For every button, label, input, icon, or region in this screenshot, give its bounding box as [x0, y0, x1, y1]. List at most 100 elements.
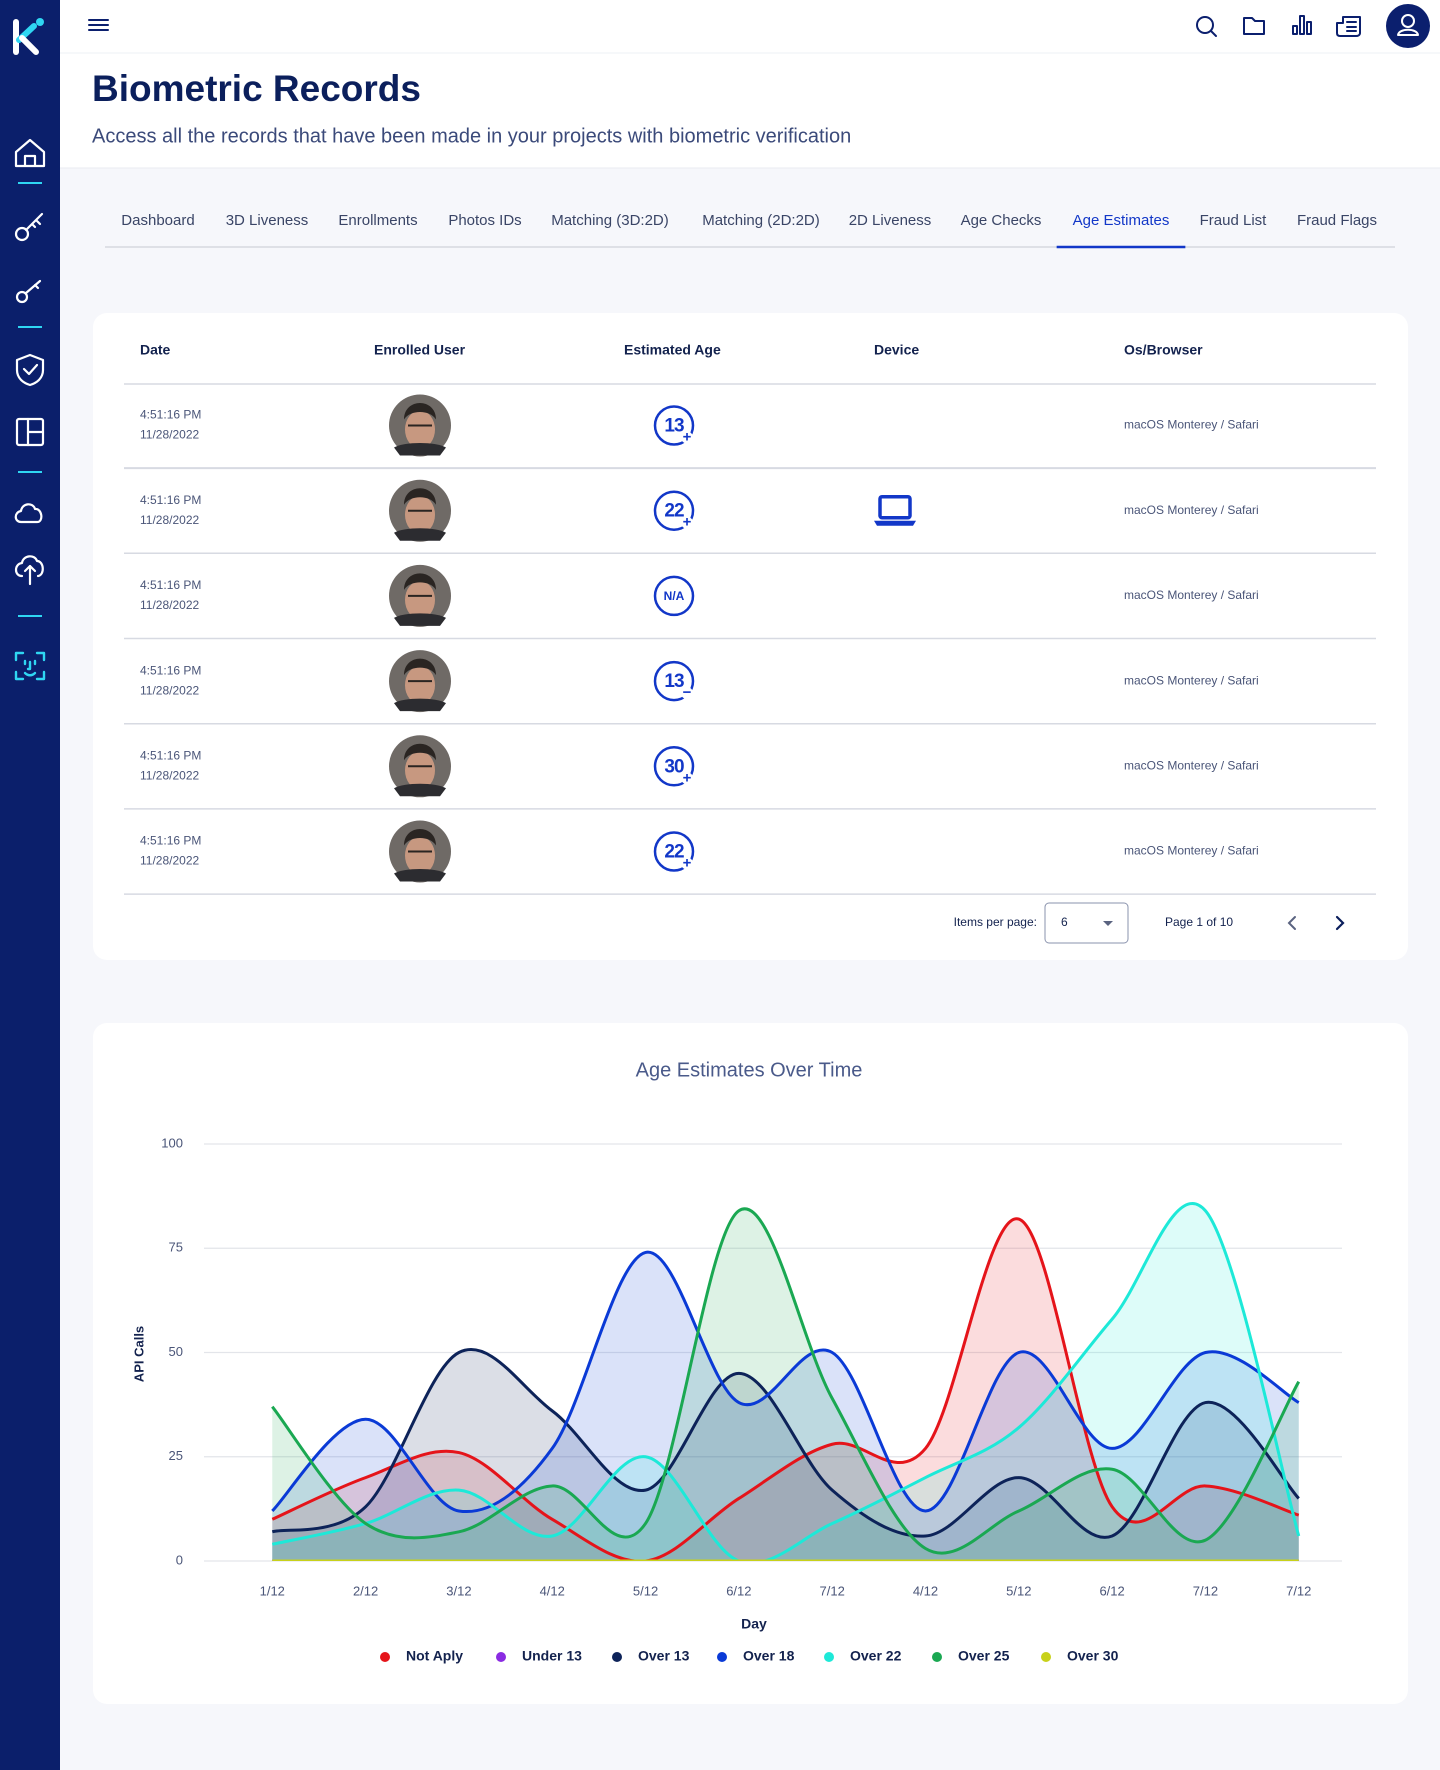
- table-row[interactable]: 4:51:16 PM 11/28/2022 N/A macOS Monterey / …: [140, 564, 1259, 627]
- x-tick-label: 6/12: [1099, 1583, 1124, 1598]
- avatar-shirt: [394, 613, 446, 626]
- table-row[interactable]: 4:51:16 PM 11/28/2022 30+ macOS Monterey / …: [140, 735, 1259, 798]
- age-sign: −: [683, 684, 692, 701]
- avatar-face: [405, 666, 435, 705]
- y-tick-label: 75: [169, 1240, 183, 1255]
- items-per-page-select[interactable]: [1044, 902, 1129, 944]
- table-row[interactable]: 4:51:16 PM 11/28/2022 22+ macOS Monterey / …: [140, 479, 1259, 542]
- page-subtitle: Access all the records that have been ma…: [92, 125, 851, 147]
- tab[interactable]: Age Estimates: [1073, 212, 1170, 229]
- tab[interactable]: Photos IDs: [448, 212, 521, 229]
- legend-item[interactable]: Over 22: [824, 1648, 902, 1664]
- age-sign: +: [683, 769, 692, 786]
- legend-item[interactable]: Not Aply: [380, 1648, 463, 1664]
- series-area: [272, 1349, 1299, 1561]
- legend-swatch: [824, 1652, 834, 1662]
- legend-swatch: [612, 1652, 622, 1662]
- avatar-shirt: [394, 528, 446, 541]
- record-date: 11/28/2022: [140, 598, 199, 612]
- legend-label: Over 13: [638, 1648, 690, 1664]
- profile-button[interactable]: [1386, 4, 1430, 48]
- legend-item[interactable]: Over 30: [1041, 1648, 1119, 1664]
- device-laptop-base: [874, 520, 916, 526]
- legend-label: Over 25: [958, 1648, 1010, 1664]
- record-time: 4:51:16 PM: [140, 748, 201, 762]
- legend-label: Under 13: [522, 1648, 582, 1664]
- tab[interactable]: Dashboard: [121, 212, 194, 229]
- age-sign: +: [683, 514, 692, 531]
- tab[interactable]: Enrollments: [338, 212, 417, 229]
- age-sign-background: [681, 516, 693, 529]
- legend-swatch: [717, 1652, 727, 1662]
- column-header: Estimated Age: [624, 342, 721, 358]
- x-tick-label: 5/12: [633, 1583, 658, 1598]
- nav-shield[interactable]: [15, 353, 45, 387]
- y-tick-label: 100: [161, 1135, 183, 1150]
- age-badge: [653, 490, 695, 531]
- next-page[interactable]: [1335, 915, 1345, 931]
- record-date: 11/28/2022: [140, 854, 199, 868]
- avatar-shirt: [394, 783, 446, 797]
- table-row[interactable]: 4:51:16 PM 11/28/2022 22+ macOS Monterey / …: [140, 820, 1259, 883]
- avatar-face: [405, 580, 435, 619]
- x-tick-label: 4/12: [913, 1583, 938, 1598]
- table-row[interactable]: 4:51:16 PM 11/28/2022 13− macOS Monterey / …: [140, 650, 1259, 713]
- items-per-page-label: Items per page:: [954, 915, 1037, 929]
- avatar-hair: [404, 403, 436, 420]
- legend-label: Over 30: [1067, 1648, 1119, 1664]
- series-line: [271, 1201, 1301, 1561]
- tab[interactable]: Fraud List: [1200, 212, 1268, 229]
- x-tick-label: 3/12: [446, 1583, 471, 1598]
- x-tick-label: 6/12: [726, 1583, 751, 1598]
- legend-swatch: [380, 1652, 390, 1662]
- nav-layout[interactable]: [15, 417, 45, 447]
- avatar-hair: [404, 743, 436, 761]
- y-axis-label: API Calls: [131, 1326, 146, 1382]
- y-tick-label: 0: [176, 1552, 183, 1567]
- nav-key[interactable]: [14, 212, 44, 242]
- legend-swatch: [932, 1652, 942, 1662]
- nav-key-2[interactable]: [15, 279, 42, 304]
- y-tick-label: 25: [169, 1448, 183, 1463]
- sidebar: [0, 0, 60, 1770]
- table-row[interactable]: 4:51:16 PM 11/28/2022 13+ macOS Monterey / …: [140, 394, 1259, 457]
- age-badge: [653, 831, 695, 872]
- tab[interactable]: Matching (3D:2D): [551, 212, 669, 229]
- avatar-shirt: [394, 869, 446, 882]
- record-date: 11/28/2022: [140, 768, 199, 782]
- age-sign-background: [681, 431, 693, 444]
- legend-item[interactable]: Under 13: [496, 1648, 582, 1664]
- news-icon[interactable]: [1336, 16, 1361, 37]
- tab[interactable]: 2D Liveness: [849, 212, 932, 229]
- nav-home[interactable]: [14, 138, 46, 168]
- stats-icon[interactable]: [1292, 15, 1312, 35]
- age-sign: +: [683, 428, 692, 445]
- series-area: [272, 1208, 1299, 1561]
- previous-page[interactable]: [1287, 916, 1296, 930]
- x-axis-label: Day: [741, 1616, 767, 1632]
- nav-upload[interactable]: [14, 555, 44, 586]
- x-tick-label: 4/12: [540, 1583, 565, 1598]
- nav-face-scan[interactable]: [14, 651, 46, 681]
- tab[interactable]: 3D Liveness: [226, 212, 309, 229]
- menu-button[interactable]: [88, 19, 109, 31]
- legend-item[interactable]: Over 13: [612, 1648, 690, 1664]
- avatar-face: [405, 410, 435, 449]
- legend-item[interactable]: Over 25: [932, 1648, 1010, 1664]
- series-area: [272, 1252, 1299, 1561]
- tab[interactable]: Fraud Flags: [1297, 212, 1377, 229]
- age-badge: [653, 575, 695, 617]
- age-sign-background: [681, 772, 693, 785]
- record-time: 4:51:16 PM: [140, 578, 201, 592]
- tab[interactable]: Age Checks: [961, 212, 1042, 229]
- nav-cloud[interactable]: [14, 503, 43, 524]
- age-badge: [653, 405, 695, 446]
- legend-item[interactable]: Over 18: [717, 1648, 795, 1664]
- items-per-page-value: 6: [1061, 915, 1068, 929]
- age-badge: [653, 746, 695, 787]
- search-icon[interactable]: [1196, 16, 1217, 37]
- tab[interactable]: Matching (2D:2D): [702, 212, 820, 229]
- os-browser: macOS Monterey / Safari: [1124, 418, 1259, 432]
- folder-icon[interactable]: [1243, 17, 1265, 35]
